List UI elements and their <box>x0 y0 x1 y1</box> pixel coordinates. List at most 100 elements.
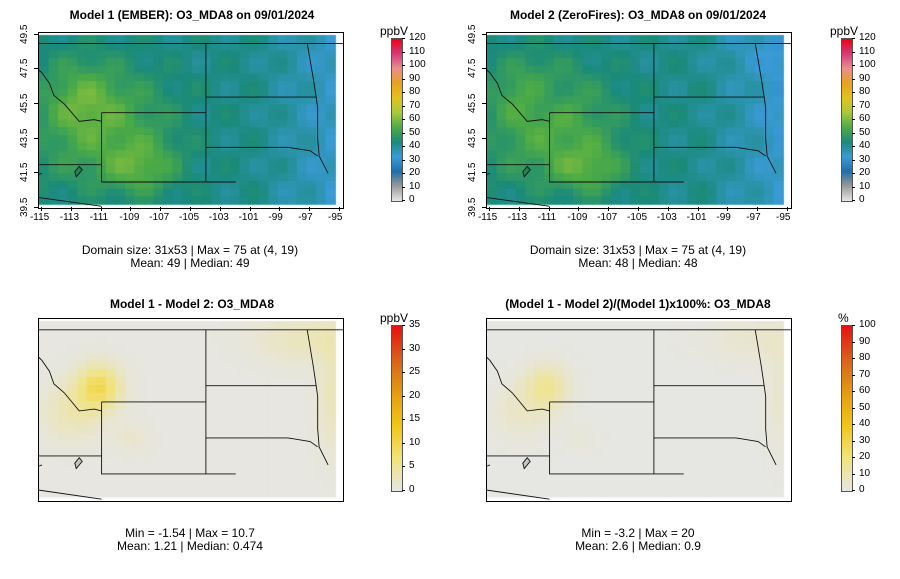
colorbar-tick <box>852 341 855 343</box>
colorbar-label: 0 <box>409 194 415 205</box>
colorbar-label: 20 <box>409 389 421 401</box>
colorbar-tick <box>852 440 855 442</box>
x-tick-label: -109 <box>119 212 140 223</box>
colorbar-tick <box>402 466 405 468</box>
p4-title: (Model 1 - Model 2)/(Model 1)x100%: O3_M… <box>505 297 771 311</box>
colorbar-tick <box>402 186 405 188</box>
p4-boundaries <box>487 329 791 500</box>
p3-map <box>38 318 344 502</box>
x-tick-label: -99 <box>268 212 283 223</box>
colorbar-label: 50 <box>859 126 871 138</box>
colorbar-tick <box>852 105 855 107</box>
x-tick-mark <box>40 207 42 211</box>
p3-colorbar-unit: ppbV <box>380 311 409 325</box>
x-tick-label: -113 <box>59 212 80 223</box>
colorbar-label: 100 <box>859 319 876 330</box>
colorbar-label: 20 <box>859 167 871 178</box>
great-salt-lake-outline <box>522 165 531 178</box>
colorbar-label: 20 <box>859 451 871 462</box>
colorbar-tick <box>402 395 405 397</box>
x-tick-mark <box>697 207 699 211</box>
colorbar-tick <box>402 200 405 201</box>
y-tick-label: 39.5 <box>19 197 30 217</box>
x-tick-label: -115 <box>477 212 498 223</box>
y-tick-label: 43.5 <box>19 128 30 148</box>
state-boundary-line <box>487 464 491 467</box>
colorbar-tick <box>402 92 405 93</box>
great-salt-lake-outline <box>74 457 83 470</box>
state-boundary-line <box>39 455 102 457</box>
state-boundary-line <box>306 43 329 174</box>
y-tick-mark <box>34 33 38 35</box>
colorbar-tick <box>852 200 855 201</box>
p1-stats-line2: Mean: 49 | Median: 49 <box>130 256 250 270</box>
x-tick-label: -113 <box>507 212 528 223</box>
colorbar-label: 0 <box>859 194 865 205</box>
y-tick-label: 45.5 <box>467 93 478 114</box>
x-tick-mark <box>219 207 221 211</box>
colorbar-label: 60 <box>859 385 871 396</box>
colorbar-tick <box>852 358 855 359</box>
y-tick-label: 41.5 <box>19 162 30 183</box>
colorbar-label: 20 <box>409 167 421 178</box>
y-tick-mark <box>34 103 38 105</box>
colorbar-tick <box>852 92 855 93</box>
colorbar-tick <box>852 424 855 425</box>
x-tick-mark <box>638 207 639 211</box>
colorbar-tick <box>852 490 855 491</box>
x-tick-mark <box>667 207 669 211</box>
x-tick-label: -95 <box>328 212 343 223</box>
x-tick-mark <box>608 207 610 211</box>
state-boundary-line <box>487 489 550 500</box>
colorbar-tick <box>402 419 405 421</box>
p2-colorbar <box>841 38 853 202</box>
colorbar-label: 40 <box>859 140 871 151</box>
colorbar-tick <box>852 473 855 475</box>
colorbar-label: 10 <box>409 180 421 192</box>
colorbar-tick <box>852 146 855 147</box>
p4-colorbar <box>841 325 853 492</box>
colorbar-tick <box>852 407 855 409</box>
state-boundary-line <box>39 164 102 166</box>
x-tick-label: -111 <box>537 212 557 223</box>
colorbar-label: 70 <box>859 99 871 111</box>
p1-title: Model 1 (EMBER): O3_MDA8 on 09/01/2024 <box>69 8 315 22</box>
colorbar-tick <box>852 325 855 326</box>
state-boundary-line <box>39 489 102 500</box>
state-boundary-line <box>487 172 491 175</box>
colorbar-tick <box>402 38 405 39</box>
p4-colorbar-unit: % <box>838 311 849 325</box>
p3-boundaries <box>39 329 343 500</box>
colorbar-label: 10 <box>409 436 421 448</box>
x-tick-mark <box>488 207 490 211</box>
x-tick-label: -103 <box>208 212 229 223</box>
y-tick-label: 49.5 <box>19 24 30 44</box>
x-tick-label: -101 <box>686 212 707 223</box>
x-tick-mark <box>279 207 281 211</box>
state-boundary-line <box>487 164 550 166</box>
colorbar-label: 90 <box>859 72 871 84</box>
x-tick-label: -109 <box>567 212 588 223</box>
great-salt-lake-outline <box>522 457 531 470</box>
colorbar-label: 35 <box>409 319 421 330</box>
p2-colorbar-unit: ppbV <box>830 24 859 38</box>
p2-stats-line1: Domain size: 31x53 | Max = 75 at (4, 19) <box>529 243 747 257</box>
x-tick-mark <box>578 207 580 211</box>
colorbar-tick <box>852 51 855 53</box>
y-tick-mark <box>34 207 38 208</box>
colorbar-label: 0 <box>409 484 415 495</box>
y-tick-mark <box>482 172 486 174</box>
x-tick-mark <box>100 207 102 211</box>
colorbar-tick <box>402 51 405 53</box>
p3-stats-line1: Min = -1.54 | Max = 10.7 <box>125 526 255 540</box>
colorbar-tick <box>852 186 855 188</box>
state-boundary-line <box>39 356 103 412</box>
state-boundary-line <box>101 121 236 183</box>
x-tick-label: -105 <box>627 212 648 223</box>
state-boundary-line <box>754 329 777 466</box>
colorbar-label: 30 <box>409 153 421 165</box>
colorbar-tick <box>852 38 855 39</box>
colorbar-label: 30 <box>859 434 871 446</box>
colorbar-label: 60 <box>409 113 421 124</box>
x-tick-label: -107 <box>149 212 170 223</box>
